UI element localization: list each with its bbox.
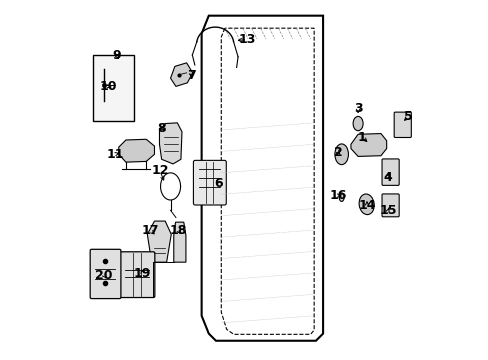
Text: 13: 13: [238, 33, 256, 46]
Text: 17: 17: [142, 224, 159, 237]
FancyBboxPatch shape: [193, 160, 226, 205]
Text: 15: 15: [379, 204, 396, 217]
Polygon shape: [119, 139, 154, 162]
Text: 19: 19: [134, 267, 151, 280]
FancyBboxPatch shape: [90, 249, 121, 298]
Text: 14: 14: [358, 199, 375, 212]
Text: 8: 8: [157, 122, 165, 135]
Text: 4: 4: [382, 171, 391, 184]
Polygon shape: [170, 63, 192, 86]
Text: 5: 5: [404, 110, 412, 123]
Bar: [93, 55, 134, 121]
Polygon shape: [147, 221, 171, 262]
Text: 6: 6: [214, 177, 223, 190]
Ellipse shape: [339, 193, 344, 202]
Text: 16: 16: [329, 189, 346, 202]
Text: 12: 12: [151, 164, 168, 177]
Text: 20: 20: [95, 269, 113, 282]
Ellipse shape: [334, 144, 348, 165]
Polygon shape: [350, 134, 386, 157]
FancyBboxPatch shape: [393, 112, 410, 138]
Text: 9: 9: [112, 49, 121, 62]
Text: 7: 7: [187, 69, 196, 82]
Text: 3: 3: [353, 102, 362, 115]
Ellipse shape: [358, 194, 373, 215]
Polygon shape: [159, 123, 182, 164]
Text: 1: 1: [357, 131, 366, 144]
FancyBboxPatch shape: [381, 194, 398, 217]
FancyBboxPatch shape: [120, 252, 155, 297]
Ellipse shape: [352, 116, 363, 131]
Polygon shape: [173, 222, 185, 262]
Text: 11: 11: [106, 148, 123, 161]
FancyBboxPatch shape: [381, 159, 398, 185]
Text: 2: 2: [333, 146, 342, 159]
Text: 10: 10: [99, 80, 117, 93]
Text: 18: 18: [169, 224, 186, 237]
